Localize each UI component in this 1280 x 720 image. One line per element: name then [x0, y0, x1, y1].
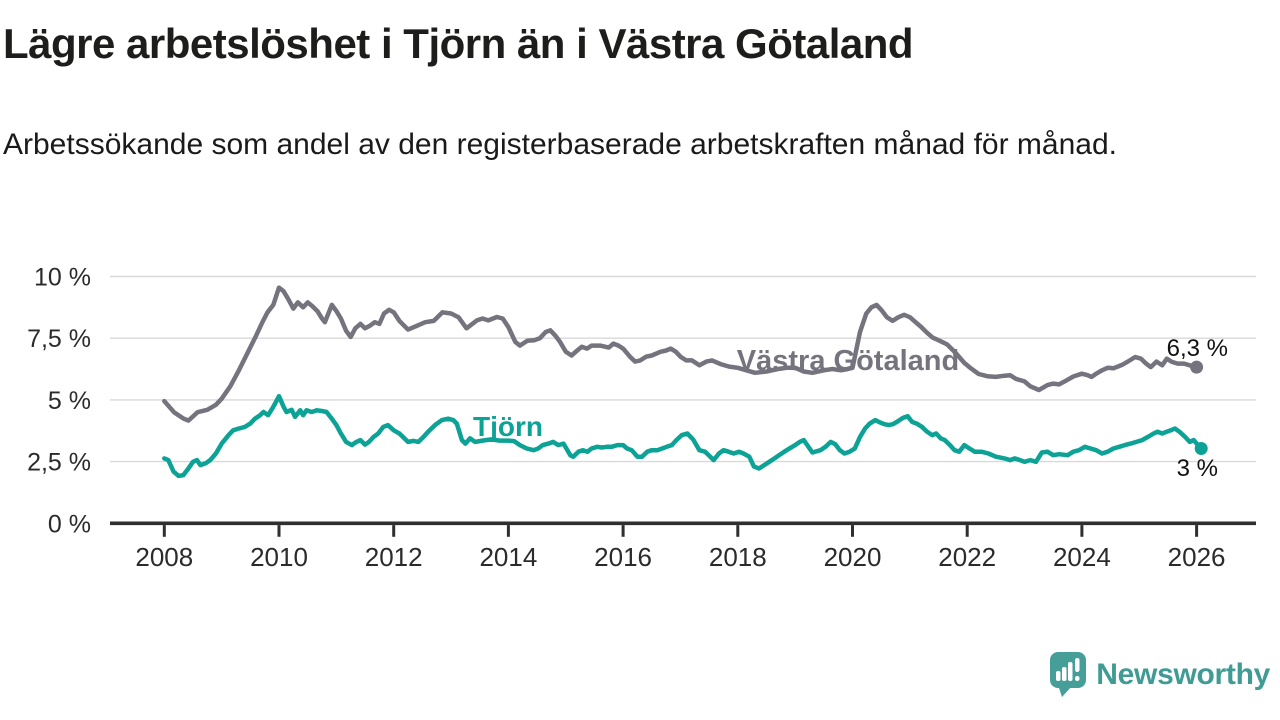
x-axis-tick-label: 2022 — [938, 542, 996, 572]
chart-subtitle: Arbetssökande som andel av den registerb… — [3, 128, 1117, 161]
end-value-label-vastra-gotaland: 6,3 % — [1167, 335, 1228, 362]
series-end-dot-vastra-gotaland — [1190, 360, 1204, 374]
newsworthy-logo-icon — [1050, 652, 1087, 697]
gridlines — [110, 275, 1256, 463]
x-axis-tick-label: 2012 — [365, 542, 423, 572]
y-axis-tick-label: 10 % — [34, 264, 91, 292]
x-axis-tick-label: 2020 — [824, 542, 882, 572]
y-axis-tick-label: 7,5 % — [27, 325, 91, 353]
series-end-dot-tjorn — [1194, 442, 1208, 455]
y-axis-tick-label: 5 % — [48, 387, 91, 415]
x-axis-tick-label: 2010 — [250, 542, 308, 572]
y-axis-tick-label: 0 % — [48, 510, 91, 538]
end-value-label-tjorn: 3 % — [1177, 455, 1218, 482]
newsworthy-branding: Newsworthy — [1049, 651, 1270, 698]
series-label-vastra-gotaland: Västra Götaland — [737, 345, 959, 377]
series-label-tjorn: Tjörn — [473, 411, 543, 442]
y-axis-labels: 10 % 7,5 % 5 % 2,5 % 0 % — [27, 264, 91, 539]
series-line-tjorn — [162, 393, 1204, 479]
page-title: Lägre arbetslöshet i Tjörn än i Västra G… — [3, 20, 914, 67]
y-axis-tick-label: 2,5 % — [27, 449, 91, 477]
x-axis: 2008 2010 2012 2014 2016 2018 2020 2022 2024 2026 — [110, 521, 1256, 572]
newsworthy-logo-text: Newsworthy — [1096, 657, 1270, 691]
x-axis-tick-label: 2016 — [594, 542, 652, 572]
x-axis-tick-label: 2018 — [709, 542, 767, 572]
series-line-vastra-gotaland — [162, 285, 1199, 423]
x-axis-tick-label: 2024 — [1053, 542, 1111, 572]
x-axis-tick-label: 2026 — [1168, 542, 1226, 572]
x-axis-tick-label: 2008 — [135, 542, 193, 572]
x-axis-tick-label: 2014 — [479, 542, 537, 572]
